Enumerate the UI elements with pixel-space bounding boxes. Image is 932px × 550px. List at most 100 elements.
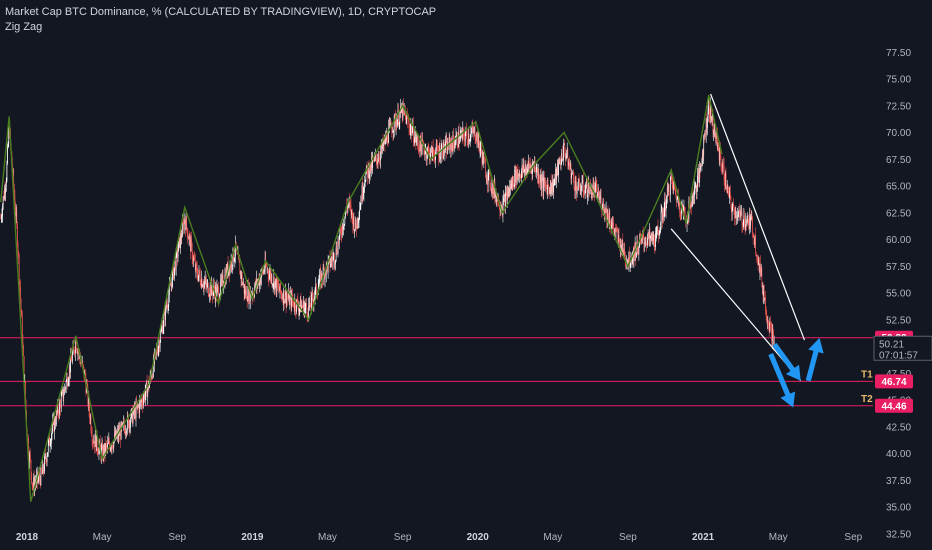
candle-body [118, 430, 120, 438]
candle-body [239, 262, 241, 275]
candle-body [543, 178, 545, 183]
candle-body [65, 388, 66, 389]
candle-body [358, 217, 360, 220]
candle-body [359, 206, 361, 210]
candle-body [170, 283, 171, 286]
candle-body [350, 204, 352, 216]
candle-body [392, 131, 394, 133]
candle-body [57, 404, 59, 413]
candle-body [739, 209, 740, 213]
candle-body [277, 279, 278, 286]
candle-body [125, 431, 127, 434]
candle-body [510, 183, 511, 189]
candle-body [360, 200, 362, 207]
candle-body [651, 233, 653, 241]
candle-body [91, 434, 93, 442]
candle-body [222, 275, 224, 287]
candle-body [631, 260, 633, 262]
candle-body [600, 196, 602, 210]
candle-body [413, 142, 415, 144]
candle-body [764, 297, 766, 301]
candle-body [283, 290, 285, 304]
candle-body [364, 181, 366, 184]
candle-body [280, 292, 282, 294]
candle-body [661, 211, 663, 221]
candle-body [513, 177, 514, 186]
candle-body [13, 187, 15, 197]
candle-body [52, 421, 53, 431]
candle-body [525, 167, 527, 175]
candle-body [48, 436, 50, 443]
candle-body [120, 423, 122, 440]
candle-body [754, 237, 755, 246]
candle-body [498, 205, 500, 208]
candle-body [105, 444, 107, 454]
candle-body [132, 413, 134, 424]
candle-body [218, 288, 220, 301]
candle-body [752, 217, 753, 234]
candle-body [244, 289, 246, 296]
candle-body [432, 147, 434, 154]
candle-body [720, 157, 722, 167]
candle-body [91, 430, 92, 435]
candle-body [268, 274, 270, 279]
candle-body [753, 237, 755, 238]
candle-body [664, 197, 666, 210]
candle-body [371, 157, 373, 168]
candle-body [144, 393, 145, 400]
candle-body [507, 192, 509, 197]
candle-body [74, 352, 76, 353]
candle-body [392, 131, 393, 133]
candle-body [449, 137, 451, 141]
arrow-icon [772, 342, 801, 381]
candle-body [149, 381, 150, 388]
candle-body [523, 164, 525, 173]
candle-body [459, 134, 461, 142]
candle-body [289, 296, 291, 305]
candle-body [208, 295, 210, 297]
candle-body [159, 341, 161, 348]
candle-body [193, 257, 195, 260]
candle-body [623, 249, 625, 256]
candle-body [320, 272, 322, 286]
candle-body [540, 175, 541, 183]
candle-body [519, 173, 520, 177]
candle-body [760, 263, 761, 277]
candle-body [702, 150, 703, 164]
y-tick-label: 60.00 [886, 235, 911, 246]
candle-body [729, 191, 731, 198]
candle-body [443, 141, 444, 158]
candle-body [614, 230, 616, 233]
candle-body [646, 243, 648, 246]
candle-body [508, 187, 510, 193]
candle-body [542, 177, 543, 181]
candle-body [404, 109, 406, 114]
candle-body [718, 144, 719, 151]
candle-body [694, 185, 696, 188]
candle-body [708, 101, 710, 110]
candle-body [245, 289, 247, 296]
candle-body [17, 244, 19, 253]
candle-body [666, 187, 668, 196]
candle-body [485, 162, 487, 178]
candle-body [594, 185, 596, 196]
candle-body [469, 138, 471, 140]
candle-body [69, 366, 71, 373]
candle-body [28, 438, 29, 454]
candle-body [569, 164, 571, 168]
candle-body [671, 179, 673, 182]
candle-body [516, 166, 517, 183]
candle-body [384, 138, 386, 145]
candle-body [283, 290, 284, 304]
current-price-badge [873, 335, 932, 361]
candle-body [758, 258, 760, 264]
candle-body [740, 213, 742, 217]
candle-body [162, 326, 164, 334]
candle-body [265, 265, 267, 267]
candle-body [506, 192, 508, 201]
candle-body [312, 299, 314, 305]
candle-body [718, 150, 720, 160]
candle-body [713, 124, 715, 134]
candle-body [367, 168, 369, 178]
